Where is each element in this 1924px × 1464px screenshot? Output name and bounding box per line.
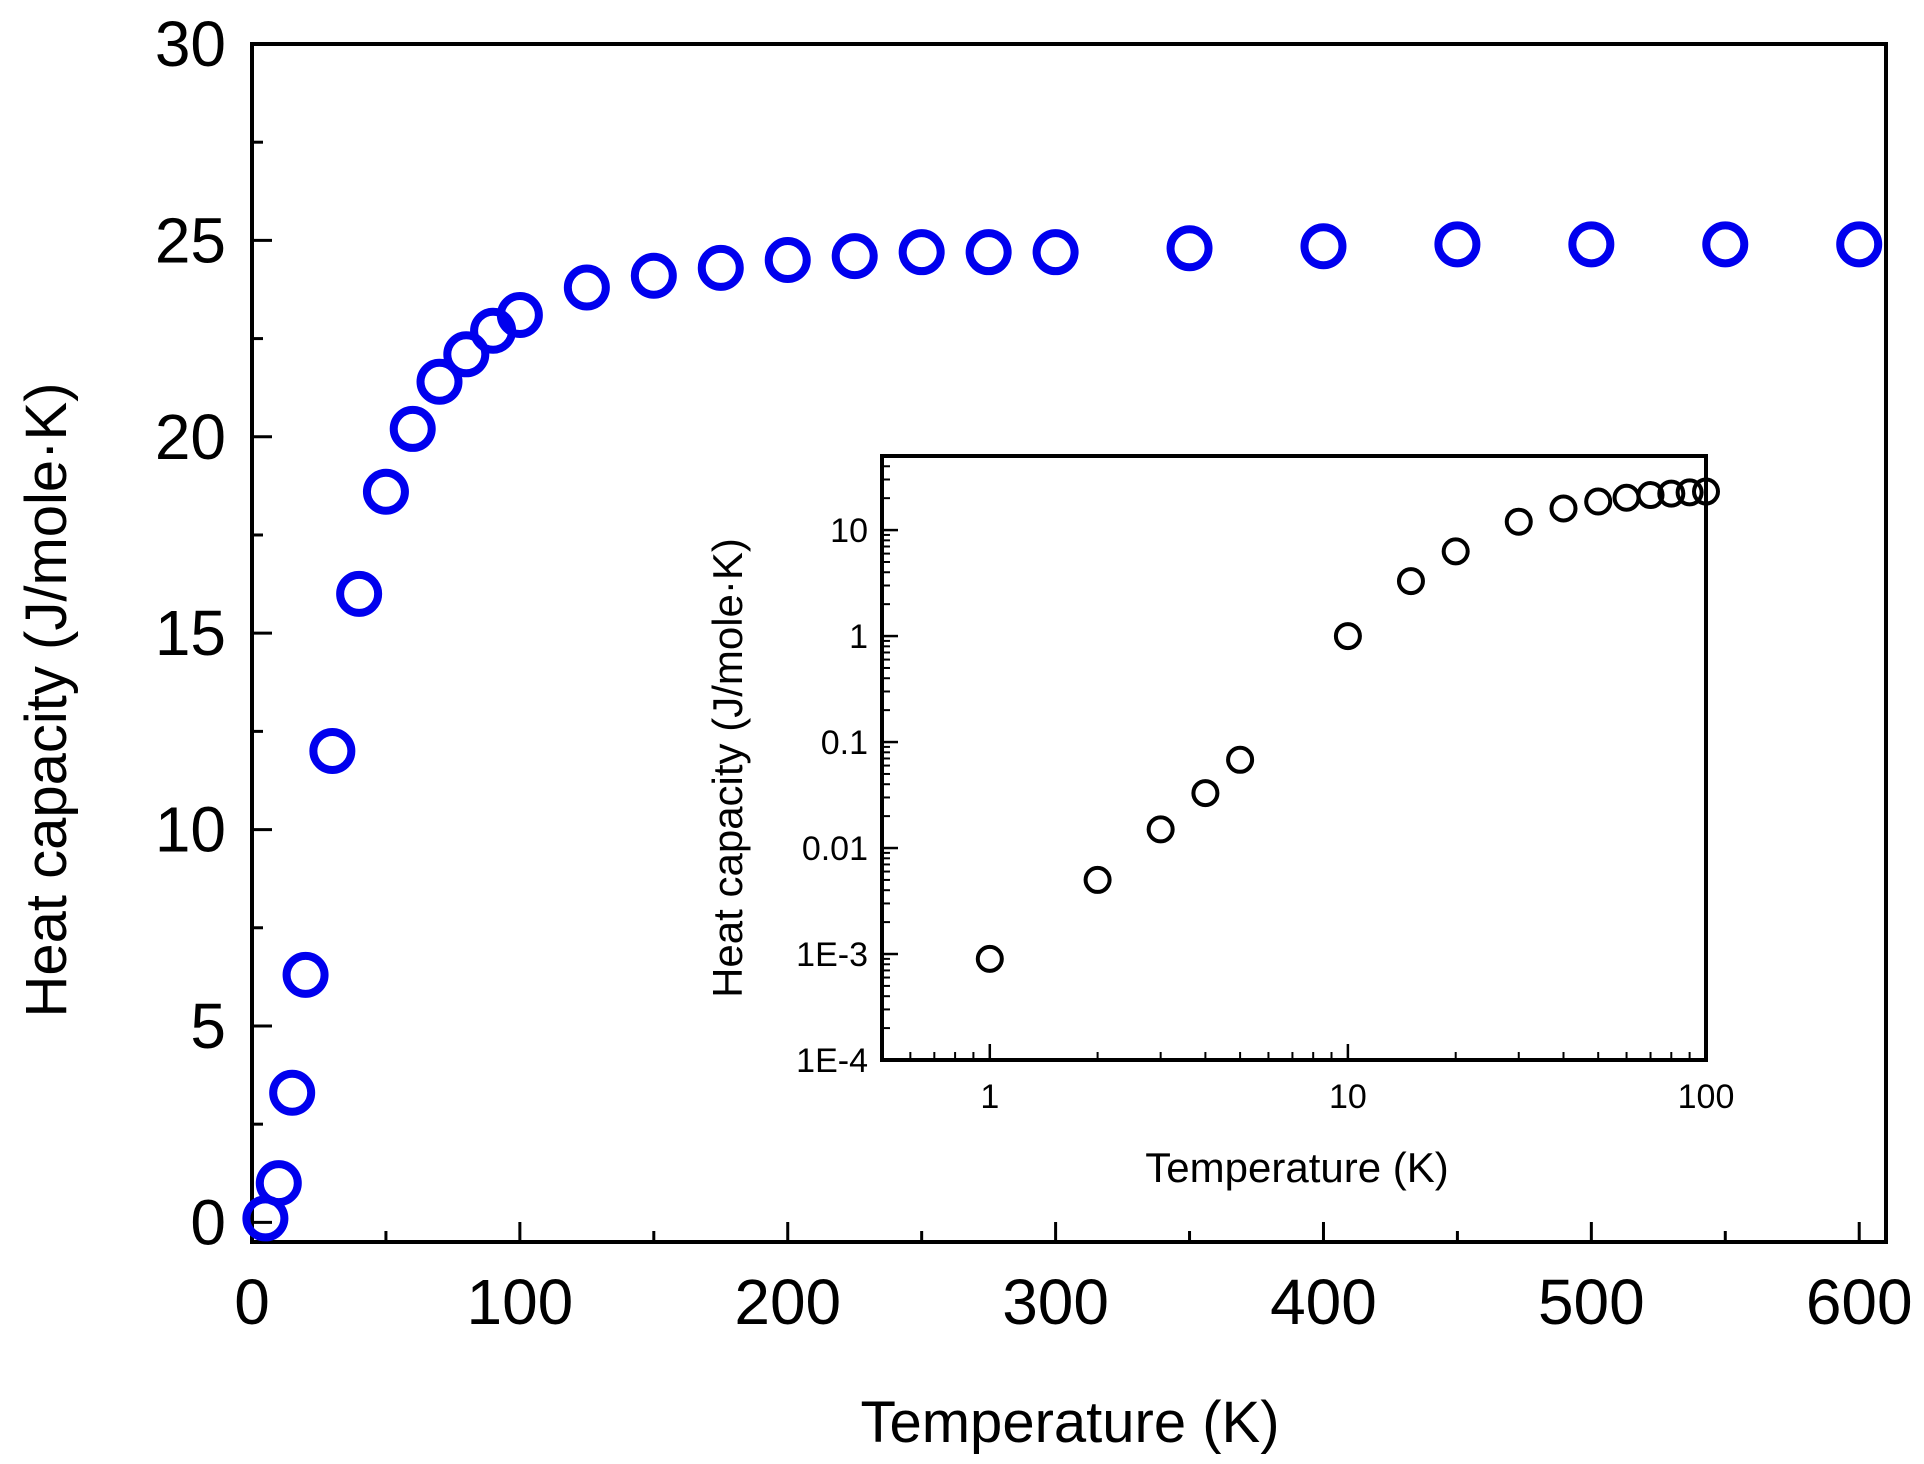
main-x-tick-label: 400	[1270, 1266, 1377, 1338]
main-data-point	[1702, 221, 1749, 268]
inset-y-axis-title: Heat capacity (J/mole·K)	[704, 538, 751, 998]
inset-y-tick-label: 0.01	[802, 830, 868, 868]
main-data-point	[898, 229, 945, 276]
main-y-tick-label: 5	[190, 990, 226, 1062]
inset-y-tick-label: 0.1	[821, 724, 868, 762]
main-data-point	[309, 728, 356, 775]
main-plot-frame	[250, 42, 1888, 1244]
main-data-point	[496, 292, 543, 339]
main-x-tick-label: 600	[1806, 1266, 1913, 1338]
inset-data-point	[1191, 779, 1220, 808]
main-x-tick-label: 0	[234, 1266, 270, 1338]
main-data-point	[362, 468, 409, 515]
inset-data-point	[1549, 494, 1578, 523]
inset-y-tick-label: 1	[849, 618, 868, 656]
main-y-tick-label: 10	[155, 794, 226, 866]
inset-data-point	[1504, 507, 1533, 536]
inset-data-point	[1333, 622, 1362, 651]
main-data-point	[1568, 221, 1615, 268]
main-x-tick-label: 500	[1538, 1266, 1645, 1338]
inset-data-point	[1675, 478, 1704, 507]
main-data-point	[416, 358, 463, 405]
inset-x-tick-label: 10	[1329, 1078, 1367, 1116]
main-y-tick-label: 15	[155, 597, 226, 669]
main-data-point	[697, 244, 744, 291]
inset-data-points	[975, 477, 1720, 973]
main-y-tick-label: 20	[155, 401, 226, 473]
main-data-point	[282, 951, 329, 998]
inset-data-point	[1692, 477, 1720, 506]
main-x-axis-title: Temperature (K)	[860, 1390, 1279, 1455]
main-data-point	[1032, 229, 1079, 276]
inset-y-tick-label: 1E-3	[796, 936, 868, 974]
main-data-point	[255, 1160, 302, 1207]
main-data-point	[1300, 223, 1347, 270]
main-y-tick-label: 30	[155, 8, 226, 80]
inset-data-point	[1226, 745, 1255, 774]
main-x-tick-label: 100	[466, 1266, 573, 1338]
inset-x-tick-label: 100	[1678, 1078, 1735, 1116]
main-x-tick-label: 300	[1002, 1266, 1109, 1338]
inset-data-point	[1146, 815, 1175, 844]
main-data-point	[1166, 225, 1213, 272]
main-data-points	[242, 221, 1883, 1242]
main-y-tick-label: 0	[190, 1186, 226, 1258]
inset-data-point	[975, 944, 1004, 973]
inset-axes: 1 10 100 1E-4 1E-3 0.01 0.1 1 10	[796, 454, 1735, 1116]
main-y-tick-label: 25	[155, 204, 226, 276]
inset-x-tick-label: 1	[980, 1078, 999, 1116]
main-data-point	[630, 252, 677, 299]
main-data-point	[1836, 221, 1883, 268]
main-data-point	[389, 405, 436, 452]
main-data-point	[1434, 221, 1481, 268]
main-data-point	[831, 233, 878, 280]
main-data-point	[965, 229, 1012, 276]
inset-data-point	[1083, 865, 1112, 894]
inset-data-point	[1584, 487, 1613, 516]
inset-y-tick-label: 10	[830, 512, 868, 550]
main-axes: 0 100 200 300 400 500 600 0 5 10 15 20 25 30	[155, 8, 1913, 1338]
inset-y-tick-label: 1E-4	[796, 1042, 868, 1080]
main-data-point	[563, 264, 610, 311]
inset-data-point	[1396, 567, 1425, 596]
main-x-tick-label: 200	[734, 1266, 841, 1338]
main-data-point	[443, 331, 490, 378]
inset-x-axis-title: Temperature (K)	[1145, 1144, 1448, 1191]
main-data-point	[269, 1069, 316, 1116]
inset-data-point	[1441, 537, 1470, 566]
main-data-point	[336, 570, 383, 617]
inset-data-point	[1636, 481, 1665, 510]
inset-data-point	[1657, 479, 1686, 508]
main-y-axis-title: Heat capacity (J/mole·K)	[14, 383, 79, 1018]
main-data-point	[764, 237, 811, 284]
